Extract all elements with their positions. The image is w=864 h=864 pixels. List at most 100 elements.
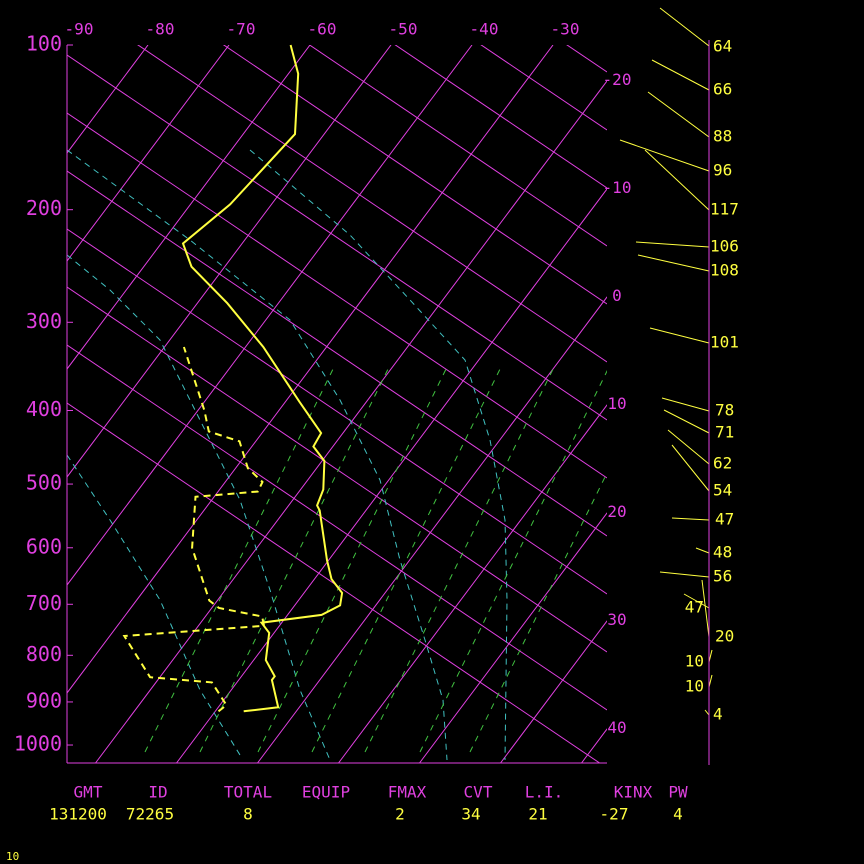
wind-staff bbox=[659, 7, 710, 47]
wind-staff bbox=[644, 149, 710, 211]
wind-speed-label: 62 bbox=[713, 454, 732, 473]
temperature-label: -20 bbox=[603, 70, 632, 89]
temperature-label: -10 bbox=[603, 178, 632, 197]
wind-staff bbox=[659, 571, 710, 578]
page-number: 10 bbox=[6, 850, 19, 863]
footer-value: 2 bbox=[395, 805, 405, 824]
pressure-label: 1000 bbox=[14, 732, 62, 756]
wind-speed-label: 66 bbox=[713, 80, 732, 99]
footer-value: 8 bbox=[243, 805, 253, 824]
footer-header: CVT bbox=[464, 783, 493, 802]
wind-staff bbox=[663, 409, 710, 434]
wind-staff bbox=[649, 327, 710, 344]
wind-staff bbox=[637, 254, 710, 272]
footer-header: PW bbox=[668, 783, 688, 802]
footer-value: 131200 bbox=[49, 805, 107, 824]
footer-header: ID bbox=[148, 783, 167, 802]
dry-adiabat bbox=[67, 112, 607, 479]
footer-header: TOTAL bbox=[224, 783, 272, 802]
temperature-label: -40 bbox=[470, 20, 499, 39]
wind-speed-label: 48 bbox=[713, 543, 732, 562]
isotherm bbox=[67, 45, 311, 370]
wind-staff bbox=[647, 91, 710, 138]
footer-value: 34 bbox=[461, 805, 480, 824]
footer-value: 21 bbox=[528, 805, 547, 824]
dry-adiabat bbox=[67, 344, 607, 711]
wind-speed-label: 20 bbox=[715, 627, 734, 646]
wind-speed-label: 10 bbox=[685, 677, 704, 696]
isotherm bbox=[67, 45, 230, 262]
wind-speed-label: 117 bbox=[710, 200, 739, 219]
wind-staff bbox=[671, 444, 710, 492]
footer-header: GMT bbox=[74, 783, 103, 802]
moist-adiabat bbox=[67, 149, 448, 761]
temperature-label: -50 bbox=[389, 20, 418, 39]
temperature-label: -60 bbox=[308, 20, 337, 39]
layers bbox=[122, 7, 713, 716]
temperature-label: 10 bbox=[607, 394, 626, 413]
footer-header: FMAX bbox=[388, 783, 427, 802]
mixing-ratio-line bbox=[199, 364, 391, 753]
wind-staff bbox=[635, 241, 710, 248]
dry-adiabat bbox=[222, 45, 607, 305]
temperature-label: -80 bbox=[146, 20, 175, 39]
mixing-ratio-line bbox=[144, 364, 336, 753]
pressure-label: 300 bbox=[26, 309, 62, 333]
pressure-label: 600 bbox=[26, 534, 62, 558]
wind-staff bbox=[667, 429, 710, 465]
dry-adiabat bbox=[67, 54, 607, 421]
dry-adiabat bbox=[67, 228, 607, 595]
wind-speed-label: 108 bbox=[710, 261, 739, 280]
isotherm bbox=[95, 80, 607, 763]
dewpoint-line bbox=[122, 346, 266, 713]
footer-header: L.I. bbox=[525, 783, 564, 802]
pressure-label: 200 bbox=[26, 196, 62, 220]
wind-speed-label: 78 bbox=[715, 401, 734, 420]
wind-speed-label: 4 bbox=[713, 705, 723, 724]
temperature-label: 30 bbox=[607, 610, 626, 629]
wind-staff bbox=[671, 517, 710, 521]
temperature-label: -70 bbox=[227, 20, 256, 39]
isotherm bbox=[419, 512, 607, 763]
wind-speed-label: 101 bbox=[710, 333, 739, 352]
dry-adiabat bbox=[480, 45, 607, 131]
wind-staff bbox=[704, 709, 710, 716]
isotherm bbox=[67, 45, 392, 478]
moist-adiabat bbox=[249, 149, 508, 761]
pressure-label: 100 bbox=[26, 32, 62, 56]
pressure-label: 700 bbox=[26, 591, 62, 615]
isotherm bbox=[176, 188, 607, 763]
mixing-ratio-line bbox=[469, 471, 607, 753]
footer-value: 72265 bbox=[126, 805, 174, 824]
pressure-label: 400 bbox=[26, 397, 62, 421]
mixing-ratio-line bbox=[257, 364, 449, 753]
temperature-label: -30 bbox=[551, 20, 580, 39]
dry-adiabat bbox=[67, 170, 607, 537]
isotherm bbox=[500, 620, 607, 763]
moist-adiabat bbox=[67, 254, 331, 761]
pressure-label: 900 bbox=[26, 688, 62, 712]
footer-header: KINX bbox=[614, 783, 653, 802]
temperature-label: 0 bbox=[612, 286, 622, 305]
temperature-line bbox=[181, 44, 344, 713]
footer-value: -27 bbox=[600, 805, 629, 824]
isotherm bbox=[338, 404, 607, 763]
wind-staff bbox=[661, 397, 710, 412]
dry-adiabat bbox=[137, 45, 607, 363]
wind-staff bbox=[651, 59, 710, 91]
wind-staff bbox=[701, 579, 710, 638]
temperature-label: 20 bbox=[607, 502, 626, 521]
dry-adiabat bbox=[67, 0, 607, 14]
mixing-ratio-line bbox=[311, 364, 503, 753]
wind-speed-label: 10 bbox=[685, 652, 704, 671]
wind-speed-label: 47 bbox=[715, 510, 734, 529]
pressure-label: 500 bbox=[26, 471, 62, 495]
wind-speed-label: 54 bbox=[713, 481, 732, 500]
wind-speed-label: 88 bbox=[713, 127, 732, 146]
temperature-label: -90 bbox=[65, 20, 94, 39]
isotherm bbox=[257, 296, 607, 763]
isotherm bbox=[67, 45, 554, 694]
footer-header: EQUIP bbox=[302, 783, 350, 802]
wind-speed-label: 96 bbox=[713, 161, 732, 180]
